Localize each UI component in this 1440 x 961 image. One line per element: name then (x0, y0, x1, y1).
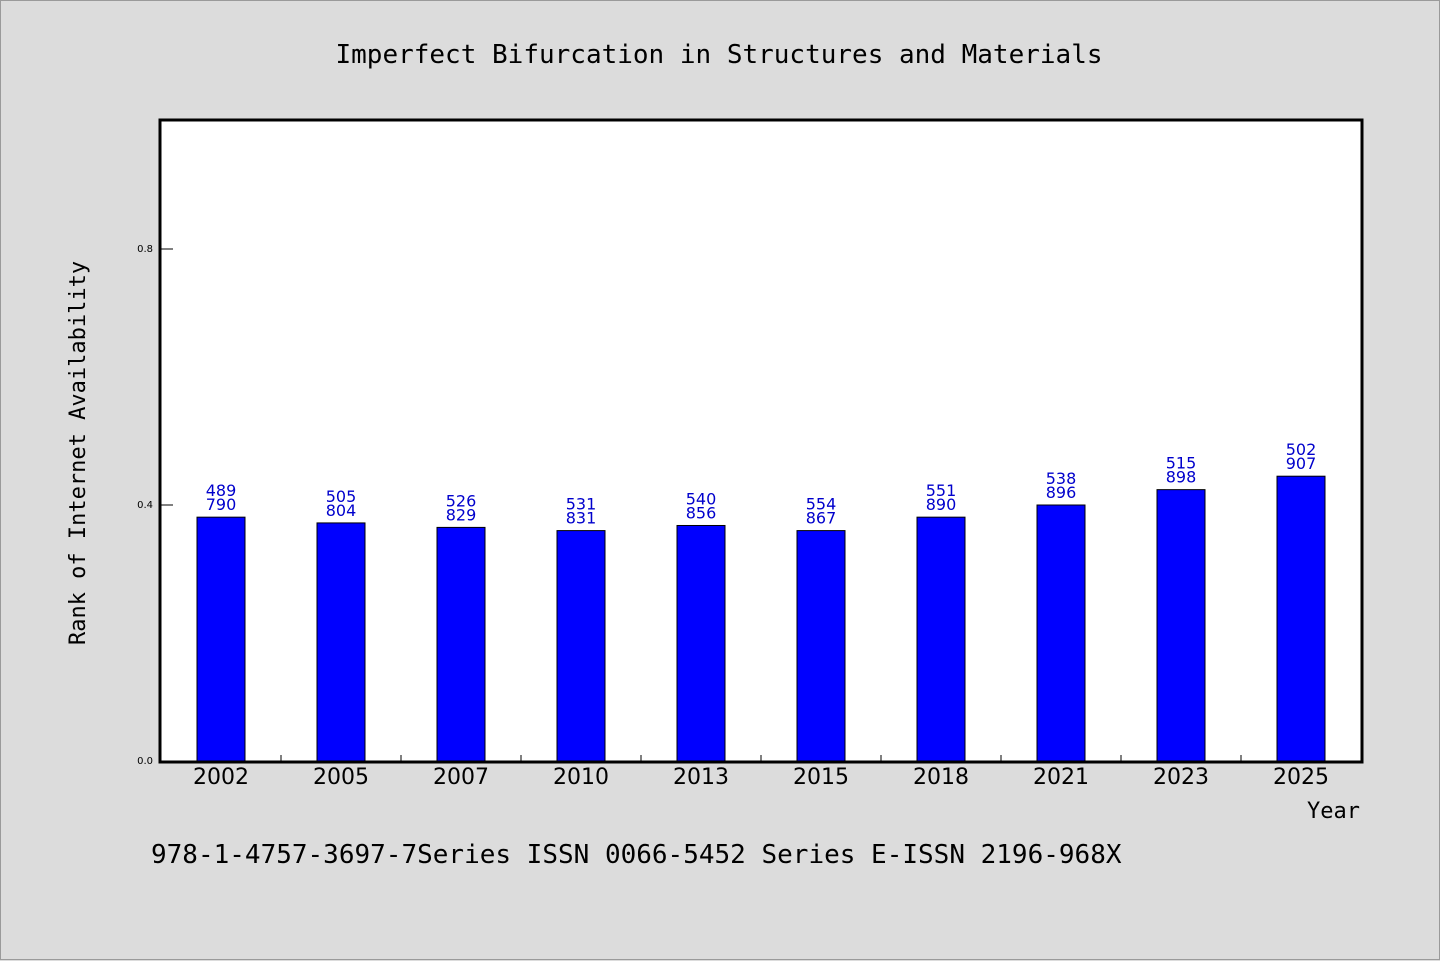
x-axis: 2002 2005 2007 2010 2013 2015 2018 2021 2023 2025 (193, 755, 1329, 790)
x-tick-label: 2005 (313, 765, 369, 790)
x-tick-label: 2015 (793, 765, 849, 790)
data-label: 867 (806, 509, 837, 528)
y-axis: 0.0 0.4 0.8 (137, 244, 173, 767)
x-tick-label: 2018 (913, 765, 969, 790)
data-label: 526 (446, 491, 477, 510)
chart-title: Imperfect Bifurcation in Structures and … (335, 40, 1102, 70)
bar (916, 516, 966, 762)
bar (1036, 504, 1086, 762)
data-label: 907 (1286, 454, 1317, 473)
x-tick-label: 2023 (1153, 765, 1209, 790)
bar (316, 522, 366, 762)
data-label: 515 (1166, 454, 1197, 473)
y-tick-label: 0.8 (137, 244, 153, 255)
data-label: 554 (806, 495, 837, 514)
x-tick-label: 2007 (433, 765, 489, 790)
bar (196, 516, 246, 762)
data-label: 489 (206, 481, 237, 500)
y-axis-label: Rank of Internet Availability (66, 261, 91, 645)
data-label: 790 (206, 495, 237, 514)
bar (1276, 475, 1326, 762)
y-tick-label: 0.0 (137, 756, 153, 767)
x-tick-label: 2013 (673, 765, 729, 790)
x-tick-label: 2021 (1033, 765, 1089, 790)
data-label: 502 (1286, 440, 1317, 459)
bar (1156, 489, 1206, 762)
x-tick-label: 2002 (193, 765, 249, 790)
data-label: 829 (446, 505, 477, 524)
data-label: 804 (326, 501, 357, 520)
x-tick-label: 2010 (553, 765, 609, 790)
bar-series (196, 475, 1326, 762)
data-label: 531 (566, 495, 597, 514)
bar (556, 530, 606, 762)
data-label: 538 (1046, 469, 1077, 488)
data-label: 551 (926, 481, 957, 500)
isbn-issn-footer: 978-1-4757-3697-7Series ISSN 0066-5452 S… (151, 840, 1122, 870)
data-label: 898 (1166, 468, 1197, 487)
data-label: 505 (326, 487, 357, 506)
data-label: 896 (1046, 483, 1077, 502)
bar (796, 530, 846, 762)
bar (676, 524, 726, 762)
data-label: 540 (686, 489, 717, 508)
x-axis-label: Year (1307, 799, 1360, 824)
data-label: 890 (926, 495, 957, 514)
x-tick-label: 2025 (1273, 765, 1329, 790)
data-label: 856 (686, 503, 717, 522)
y-tick-label: 0.4 (137, 500, 153, 511)
data-label: 831 (566, 509, 597, 528)
bar (436, 526, 486, 762)
